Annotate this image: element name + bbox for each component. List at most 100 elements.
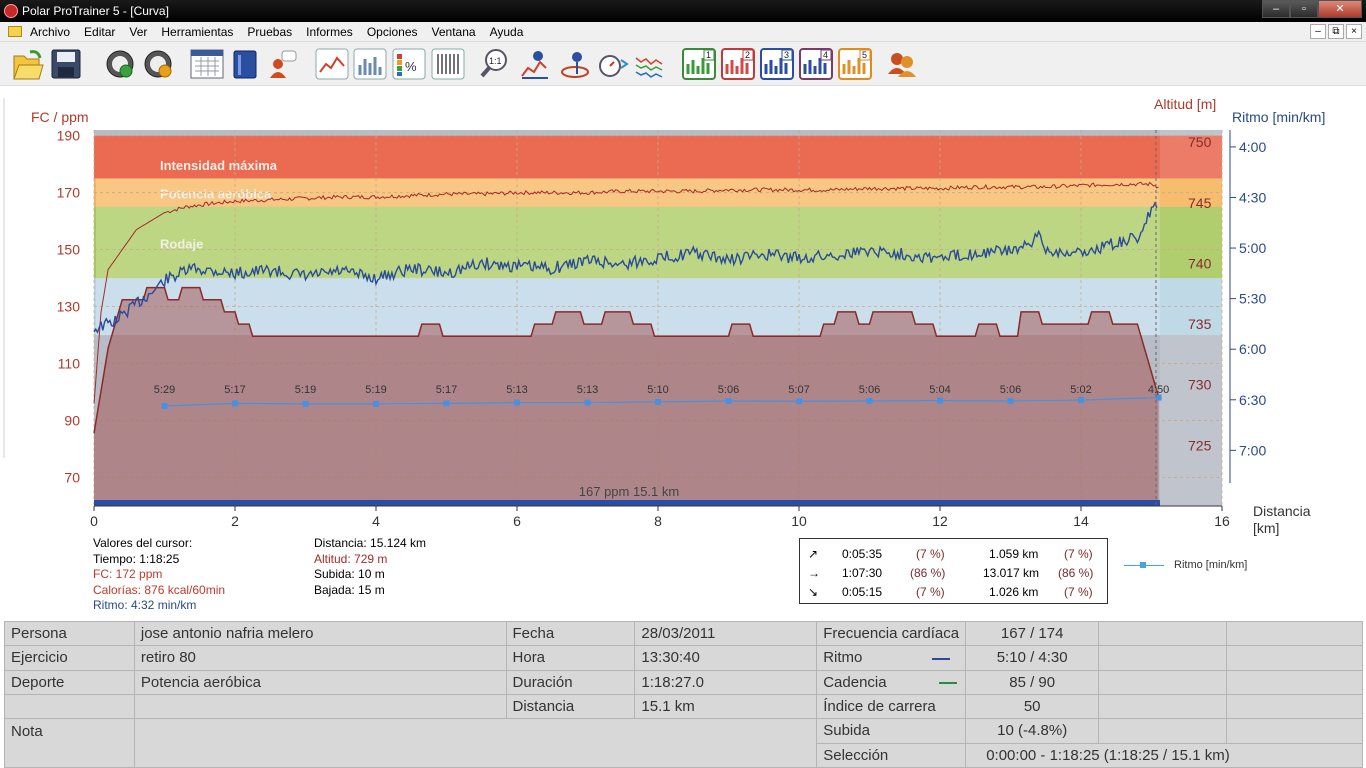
- lap-pace-label: 5:17: [436, 384, 457, 396]
- indice-label: Índice de carrera: [816, 693, 967, 720]
- settings-icon[interactable]: [144, 50, 172, 78]
- sync-icon[interactable]: [106, 50, 134, 78]
- menu-pruebas[interactable]: Pruebas: [247, 25, 293, 39]
- lap-pace-label: 5:29: [154, 384, 175, 396]
- duracion-value[interactable]: 1:18:27.0: [634, 669, 818, 695]
- arrow-right-icon: →: [808, 566, 820, 580]
- summary-row-down: ↘ 0:05:15 (7 %) 1.026 km (7 %): [800, 583, 1109, 602]
- save-disk-icon[interactable]: [51, 49, 81, 79]
- empty-cell: [4, 693, 135, 720]
- curve-chart-svg[interactable]: FC / ppm Altitud [m] Ritmo [min/km] Dist…: [0, 88, 1366, 620]
- empty-cell: [1226, 669, 1363, 695]
- calendar-icon[interactable]: [190, 49, 224, 79]
- pace-tick-label: 5:00: [1239, 240, 1266, 256]
- percent-chart-icon[interactable]: %: [392, 48, 426, 80]
- empty-cell: [1098, 669, 1228, 695]
- x-axis-label-line2: [km]: [1253, 520, 1279, 536]
- lap-pace-label: 5:06: [859, 384, 880, 396]
- fecha-label: Fecha: [505, 620, 636, 647]
- deporte-label: Deporte: [4, 669, 135, 695]
- table-icon[interactable]: [431, 48, 465, 80]
- x-tick-label: 6: [513, 513, 521, 529]
- cursor-values-panel: Valores del cursor: Tiempo: 1:18:25 FC: …: [93, 536, 225, 614]
- menu-herramientas[interactable]: Herramientas: [161, 25, 234, 39]
- user-tip-icon[interactable]: [270, 50, 297, 78]
- hr-tick-label: 190: [57, 128, 81, 144]
- summary-row-up: ↗ 0:05:35 (7 %) 1.059 km (7 %): [800, 545, 1109, 564]
- book-icon[interactable]: [233, 50, 257, 79]
- open-folder-icon[interactable]: [13, 50, 44, 80]
- ejercicio-value[interactable]: retiro 80: [133, 645, 507, 671]
- document-folder-icon: [8, 26, 22, 37]
- users-icon[interactable]: [888, 53, 916, 77]
- minimize-button[interactable]: ‒: [1262, 0, 1290, 18]
- svg-text:1: 1: [706, 50, 711, 60]
- menu-archivo[interactable]: Archivo: [30, 25, 71, 39]
- chart-3-icon[interactable]: 3: [760, 48, 794, 80]
- cursor-fc: FC: 172 ppm: [93, 567, 163, 581]
- window-title: Polar ProTrainer 5 - [Curva]: [22, 4, 169, 18]
- stopwatch-icon[interactable]: [599, 55, 629, 77]
- curve-chart-icon[interactable]: [315, 48, 349, 80]
- menu-informes[interactable]: Informes: [306, 25, 353, 39]
- summary-pct: (7 %): [1064, 547, 1093, 561]
- indice-value: 50: [965, 693, 1100, 720]
- hr-tick-label: 110: [58, 356, 81, 372]
- menu-ventana[interactable]: Ventana: [431, 25, 476, 39]
- ritmo-value: 5:10 / 4:30: [965, 645, 1100, 671]
- chart-5-icon[interactable]: 5: [838, 48, 872, 80]
- summary-dist: 1.059 km: [989, 547, 1039, 561]
- hr-zone-band: [94, 206, 1222, 279]
- seleccion-value: 0:00:00 - 1:18:25 (1:18:25 / 15.1 km): [965, 742, 1363, 768]
- title-bar: Polar ProTrainer 5 - [Curva] ‒ ▫ ✕: [0, 0, 1366, 22]
- mdi-minimize-button[interactable]: –: [1310, 24, 1326, 39]
- summary-pct: (7 %): [916, 547, 945, 561]
- summary-pct: (86 %): [1058, 566, 1094, 580]
- lap-pace-marker: [443, 400, 450, 407]
- chart-4-icon[interactable]: 4: [799, 48, 833, 80]
- hr-tick-label: 130: [57, 299, 81, 315]
- svg-text:2: 2: [745, 50, 750, 60]
- info-chart-icon[interactable]: [521, 51, 548, 79]
- nota-value[interactable]: [133, 718, 818, 768]
- chart-1-icon[interactable]: 1: [682, 48, 716, 80]
- close-button[interactable]: ✕: [1318, 0, 1362, 18]
- distancia-value[interactable]: 15.1 km: [634, 693, 818, 720]
- summary-pct: (7 %): [916, 585, 945, 599]
- ejercicio-label: Ejercicio: [4, 645, 135, 671]
- menu-opciones[interactable]: Opciones: [366, 25, 418, 39]
- menu-editar[interactable]: Editar: [84, 25, 116, 39]
- y-axis-label-pace: Ritmo [min/km]: [1232, 109, 1325, 125]
- lap-pace-marker: [796, 398, 802, 405]
- y-axis-label-hr: FC / ppm: [31, 109, 89, 125]
- bar-chart-icon[interactable]: [353, 48, 387, 80]
- distancia-label: Distancia: [505, 693, 636, 720]
- cursor-header: Valores del cursor:: [93, 536, 193, 550]
- persona-value[interactable]: jose antonio nafria melero: [133, 620, 507, 647]
- hora-value[interactable]: 13:30:40: [634, 645, 818, 671]
- menu-ayuda[interactable]: Ayuda: [489, 25, 524, 39]
- lap-pace-label: 5:04: [929, 384, 950, 396]
- chart-2-icon[interactable]: 2: [721, 48, 755, 80]
- svg-text:%: %: [405, 59, 417, 74]
- exercise-info-table: Persona jose antonio nafria melero Fecha…: [4, 620, 1363, 768]
- x-tick-label: 4: [372, 513, 380, 529]
- zoom-icon[interactable]: 1:1: [480, 49, 507, 78]
- empty-cell: [1098, 718, 1228, 744]
- altitude-tick-label: 725: [1188, 437, 1212, 453]
- fecha-value[interactable]: 28/03/2011: [634, 620, 818, 647]
- pace-tick-label: 4:30: [1239, 189, 1266, 205]
- menu-ver[interactable]: Ver: [129, 25, 148, 39]
- mdi-restore-button[interactable]: ⧉: [1328, 24, 1344, 39]
- mdi-close-button[interactable]: ×: [1346, 24, 1362, 39]
- zone-label: Rodaje: [160, 237, 203, 252]
- wave-chart-icon[interactable]: [635, 57, 663, 78]
- fc-label-text: Frecuencia cardíaca: [823, 625, 960, 643]
- deporte-value[interactable]: Potencia aeróbica: [133, 669, 507, 695]
- maximize-button[interactable]: ▫: [1290, 0, 1318, 18]
- lap-pace-marker: [1155, 394, 1162, 401]
- info-point-icon[interactable]: [561, 52, 589, 78]
- curve-chart[interactable]: FC / ppm Altitud [m] Ritmo [min/km] Dist…: [0, 88, 1366, 620]
- legend-marker-icon: [1140, 562, 1146, 568]
- summary-time: 0:05:35: [842, 547, 883, 561]
